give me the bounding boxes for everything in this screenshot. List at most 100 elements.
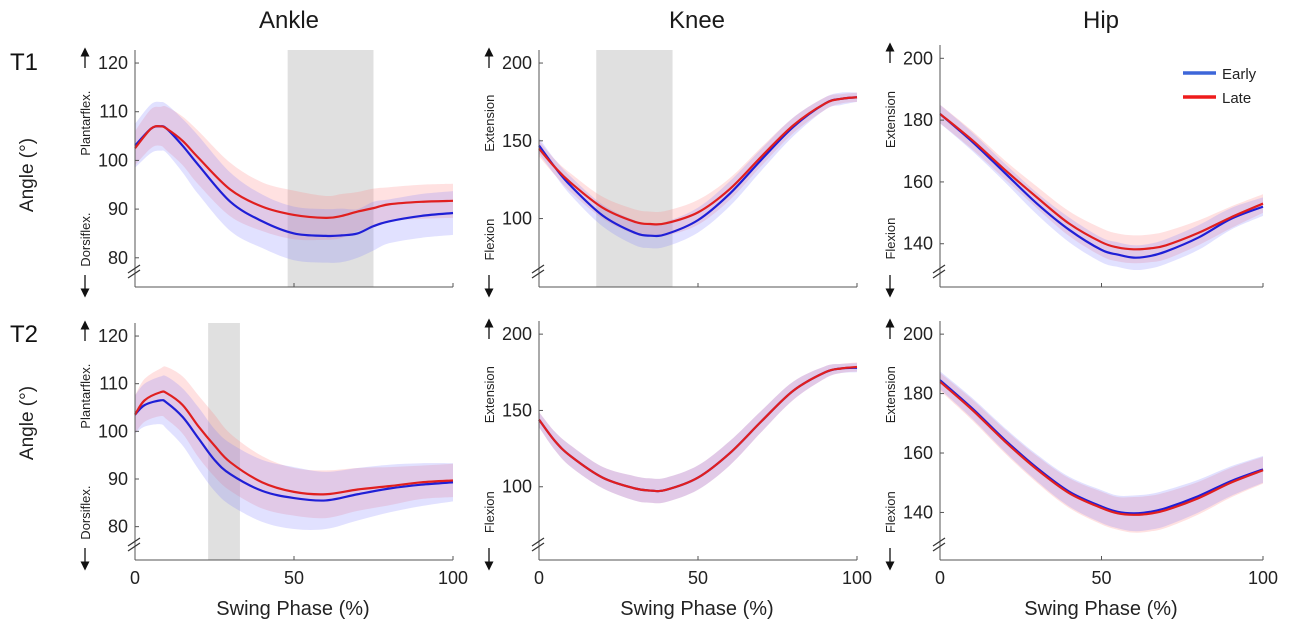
y-tick-label: 90 [108, 199, 128, 219]
direction-label-bottom: Dorsiflex. [78, 213, 93, 267]
y-axis-label-t1: Angle (°) [17, 138, 38, 212]
row-label-t2: T2 [10, 321, 38, 348]
y-tick-label: 180 [903, 110, 933, 130]
y-tick-label: 200 [903, 48, 933, 68]
shaded-region [208, 323, 240, 560]
y-tick-label: 150 [502, 400, 532, 420]
direction-label-top: Plantarflex. [78, 91, 93, 156]
band-late [135, 106, 453, 241]
y-tick-label: 110 [99, 102, 128, 122]
y-tick-label: 120 [98, 53, 128, 73]
panel-t1-hip: 140 160 180 200 Extension Flexion [883, 42, 1264, 298]
axis-break-mark [127, 542, 141, 552]
column-title-hip: Hip [1083, 7, 1119, 34]
y-tick-label: 140 [903, 234, 933, 254]
axis-break-mark [932, 542, 946, 552]
y-tick-label: 100 [98, 421, 128, 441]
series-line-late [939, 380, 1264, 516]
x-tick-label: 0 [130, 568, 140, 588]
series-line-late [538, 96, 858, 226]
row-label-t1: T1 [10, 49, 38, 76]
x-tick-label: 100 [438, 568, 468, 588]
series-line-late [134, 390, 454, 496]
y-tick-label: 100 [98, 150, 128, 170]
y-tick-label: 180 [903, 384, 933, 404]
direction-label-bottom: Flexion [482, 219, 497, 261]
direction-label-top: Extension [482, 366, 497, 423]
shaded-region [596, 50, 673, 287]
band-late [539, 362, 857, 504]
panel-t1-knee: 100 150 200 Extension Flexion [482, 47, 858, 298]
band-early [940, 104, 1263, 271]
axis-break-mark [932, 264, 946, 274]
direction-label-top: Extension [482, 95, 497, 152]
series-line-early [134, 399, 454, 502]
y-tick-label: 200 [502, 53, 532, 73]
x-tick-label: 100 [1248, 568, 1278, 588]
x-tick-label: 50 [688, 568, 708, 588]
series-line-early [939, 113, 1264, 259]
x-axis-label-knee: Swing Phase (%) [620, 598, 773, 620]
y-tick-label: 80 [108, 517, 128, 537]
legend-label-late: Late [1222, 90, 1251, 107]
y-tick-label: 200 [502, 324, 532, 344]
x-tick-label: 0 [534, 568, 544, 588]
band-late [539, 92, 857, 237]
x-tick-label: 50 [1091, 568, 1111, 588]
column-title-ankle: Ankle [259, 7, 319, 34]
band-early [135, 375, 453, 531]
x-tick-label: 100 [842, 568, 872, 588]
direction-label-bottom: Dorsiflex. [78, 486, 93, 540]
axis-break-mark [531, 542, 545, 552]
panel-t2-ankle: 80 90 100 110 120 0 50 100 Plantarflex. Dorsiflex… [78, 320, 468, 588]
axis-break-mark [531, 537, 545, 547]
x-axis-label-ankle: Swing Phase (%) [216, 598, 369, 620]
band-early [940, 371, 1263, 532]
axis-break-mark [127, 269, 141, 279]
series-line-late [939, 113, 1264, 251]
y-tick-label: 120 [98, 326, 128, 346]
y-axis-label-t2: Angle (°) [17, 386, 38, 460]
panel-t1-ankle: 80 90 100 110 120 Plantarflex. Dorsiflex. [78, 47, 454, 298]
y-tick-label: 80 [108, 248, 128, 268]
y-tick-label: 100 [502, 209, 532, 229]
shaded-region [287, 50, 374, 287]
y-tick-label: 160 [903, 443, 933, 463]
direction-label-top: Plantarflex. [78, 364, 93, 429]
band-late [940, 104, 1263, 264]
band-early [539, 92, 857, 249]
direction-label-top: Extension [883, 91, 898, 148]
y-tick-label: 110 [99, 374, 128, 394]
band-early [539, 363, 857, 504]
band-early [135, 101, 453, 263]
axis-break-mark [531, 269, 545, 279]
chart-panels: 80 90 100 110 120 Plantarflex. Dorsiflex. 100 15… [78, 42, 1278, 588]
direction-label-bottom: Flexion [883, 491, 898, 533]
direction-label-top: Extension [883, 366, 898, 423]
y-tick-label: 160 [903, 172, 933, 192]
y-tick-label: 100 [502, 477, 532, 497]
legend-label-early: Early [1222, 66, 1257, 83]
axis-break-mark [932, 537, 946, 547]
axis-break-mark [127, 264, 141, 274]
x-tick-label: 50 [284, 568, 304, 588]
axis-break-mark [932, 269, 946, 279]
legend: Early Late [1183, 66, 1257, 107]
band-late [135, 366, 453, 519]
series-line-late [538, 365, 858, 493]
panel-t2-hip: 140 160 180 200 0 50 100 Extension Flexion [883, 318, 1278, 588]
y-tick-label: 140 [903, 502, 933, 522]
series-line-late [134, 125, 454, 219]
y-tick-label: 90 [108, 469, 128, 489]
column-title-knee: Knee [669, 7, 725, 34]
axis-break-mark [127, 537, 141, 547]
x-tick-label: 0 [935, 568, 945, 588]
y-tick-label: 150 [502, 131, 532, 151]
x-axis-label-hip: Swing Phase (%) [1024, 598, 1177, 620]
direction-label-bottom: Flexion [883, 218, 898, 260]
axis-break-mark [531, 264, 545, 274]
panel-t2-knee: 100 150 200 0 50 100 Extension Flexion [482, 318, 872, 588]
direction-label-bottom: Flexion [482, 491, 497, 533]
y-tick-label: 200 [903, 324, 933, 344]
